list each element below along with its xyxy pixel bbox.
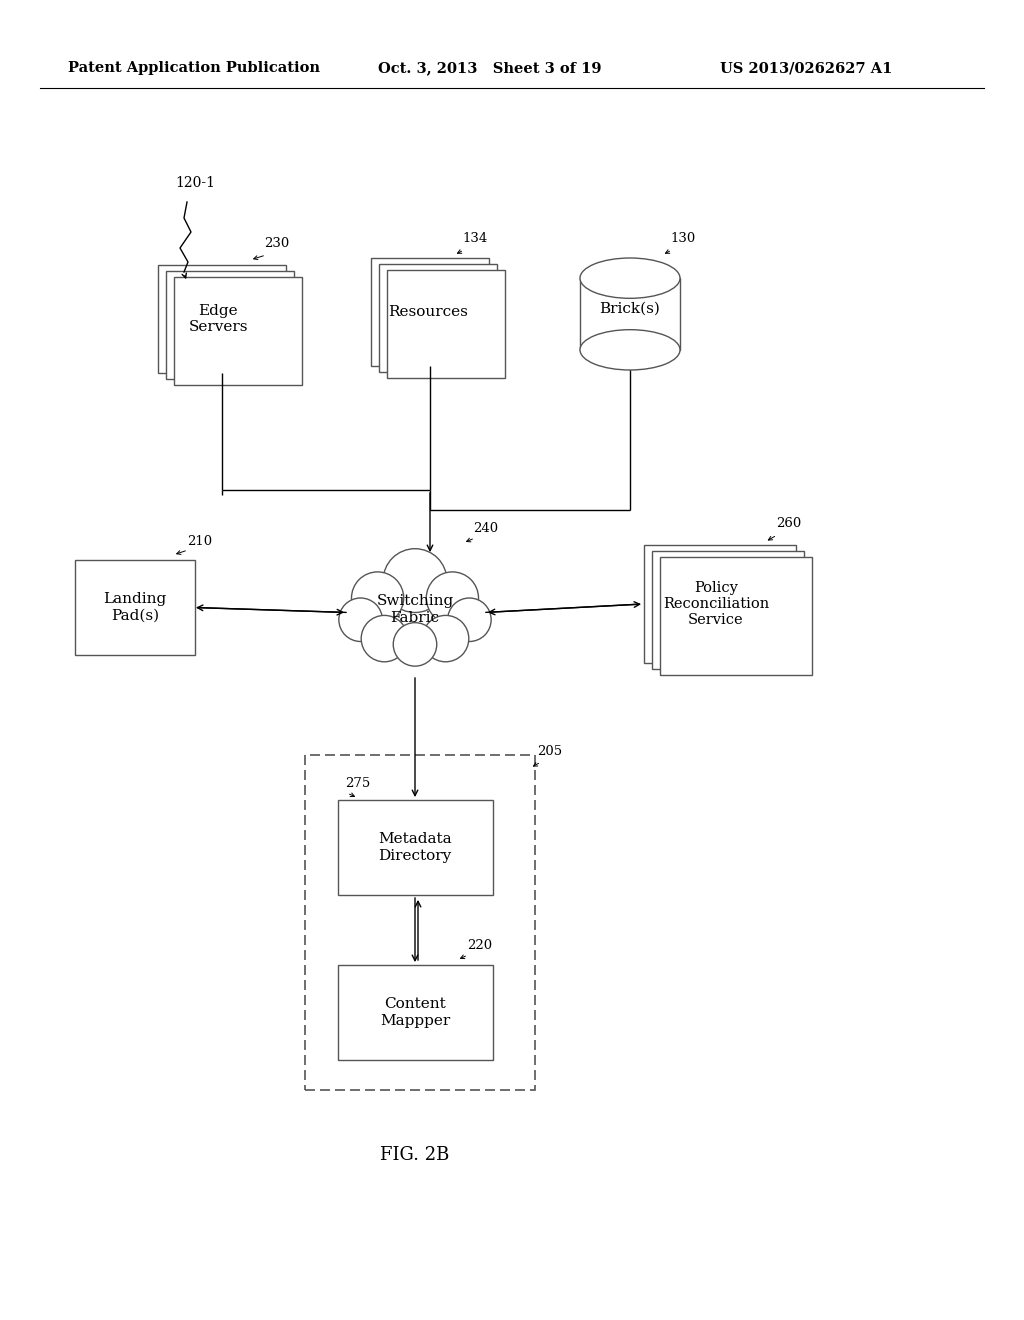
Text: Patent Application Publication: Patent Application Publication	[68, 61, 319, 75]
Text: Oct. 3, 2013   Sheet 3 of 19: Oct. 3, 2013 Sheet 3 of 19	[378, 61, 601, 75]
Text: Metadata
Directory: Metadata Directory	[378, 833, 452, 862]
Circle shape	[426, 572, 478, 624]
Bar	[338, 965, 493, 1060]
Text: 220: 220	[467, 939, 493, 952]
Text: Landing
Pad(s): Landing Pad(s)	[103, 593, 167, 623]
Bar	[174, 277, 302, 385]
Bar	[379, 264, 497, 372]
Ellipse shape	[580, 330, 680, 370]
Text: 260: 260	[776, 517, 801, 531]
Circle shape	[361, 615, 408, 661]
Circle shape	[383, 549, 446, 612]
Bar	[580, 279, 680, 350]
Bar	[644, 545, 796, 663]
Text: Switching
Fabric: Switching Fabric	[377, 594, 454, 624]
Text: Brick(s): Brick(s)	[600, 302, 660, 315]
Bar	[387, 271, 505, 378]
Text: Edge
Servers: Edge Servers	[188, 304, 248, 334]
Text: Resources: Resources	[388, 305, 468, 319]
Circle shape	[393, 623, 437, 667]
Text: 275: 275	[345, 777, 371, 789]
Text: 130: 130	[670, 232, 695, 246]
Text: 230: 230	[264, 238, 289, 249]
Circle shape	[447, 598, 492, 642]
Circle shape	[423, 615, 469, 661]
Bar	[305, 755, 535, 1090]
Bar	[75, 560, 195, 655]
Text: 240: 240	[473, 521, 498, 535]
Bar	[166, 271, 294, 379]
Text: 210: 210	[187, 535, 212, 548]
Text: 120-1: 120-1	[175, 176, 215, 190]
Bar	[652, 550, 804, 669]
Text: US 2013/0262627 A1: US 2013/0262627 A1	[720, 61, 892, 75]
Bar	[338, 800, 493, 895]
Text: FIG. 2B: FIG. 2B	[380, 1146, 450, 1164]
Text: 205: 205	[537, 744, 562, 758]
Text: Policy
Reconciliation
Service: Policy Reconciliation Service	[663, 581, 769, 627]
Bar	[158, 265, 286, 374]
Circle shape	[351, 572, 403, 624]
Circle shape	[339, 598, 382, 642]
Bar	[660, 557, 812, 675]
Ellipse shape	[580, 257, 680, 298]
Bar	[371, 257, 489, 366]
Text: Content
Mappper: Content Mappper	[380, 998, 451, 1027]
Text: 134: 134	[462, 232, 487, 246]
